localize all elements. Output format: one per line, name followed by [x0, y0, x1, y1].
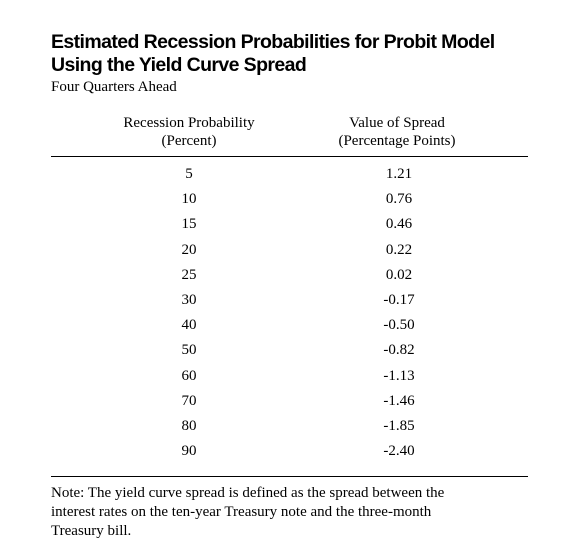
table-cell: 90 [181, 443, 197, 460]
table-cell: -0.82 [383, 342, 415, 359]
note-line: Treasury bill. [51, 523, 132, 539]
note-line: Note: The yield curve spread is defined … [51, 485, 445, 501]
table-cell: -1.85 [383, 418, 415, 434]
table-cell: 70 [181, 392, 197, 409]
table-cell: -0.50 [383, 317, 415, 334]
table-cell: -0.17 [383, 292, 415, 308]
table-cell: 1.21 [385, 166, 413, 182]
table-cell: 25 [181, 266, 197, 283]
table-cell: 0.22 [385, 241, 413, 258]
table-cell: 30 [181, 292, 197, 308]
table-cell: 15 [181, 216, 197, 233]
title-line: Estimated Recession Probabilities for Pr… [51, 31, 495, 53]
table-cell: 5 [185, 166, 193, 182]
column-header: (Percentage Points) [338, 133, 456, 149]
table-cell: -1.13 [383, 367, 415, 384]
table-cell: 20 [181, 241, 197, 258]
table-cell: 0.46 [385, 216, 413, 233]
column-header: Value of Spread [349, 115, 445, 131]
table-cell: 60 [181, 367, 197, 384]
table-cell: 10 [181, 191, 197, 208]
table-cell: -2.40 [383, 443, 415, 460]
table-cell: -1.46 [383, 392, 415, 409]
table-cell: 40 [181, 317, 197, 334]
table-cell: 0.76 [385, 191, 413, 208]
table-cell: 50 [181, 342, 197, 359]
column-header: (Percent) [161, 133, 217, 149]
column-header: Recession Probability [123, 115, 255, 131]
table-cell: 0.02 [385, 266, 413, 283]
title-line: Using the Yield Curve Spread [51, 54, 307, 76]
table-cell: 80 [181, 418, 197, 434]
rule [51, 156, 528, 157]
note-line: interest rates on the ten-year Treasury … [51, 504, 432, 520]
subtitle: Four Quarters Ahead [51, 79, 177, 95]
rule [51, 476, 528, 477]
